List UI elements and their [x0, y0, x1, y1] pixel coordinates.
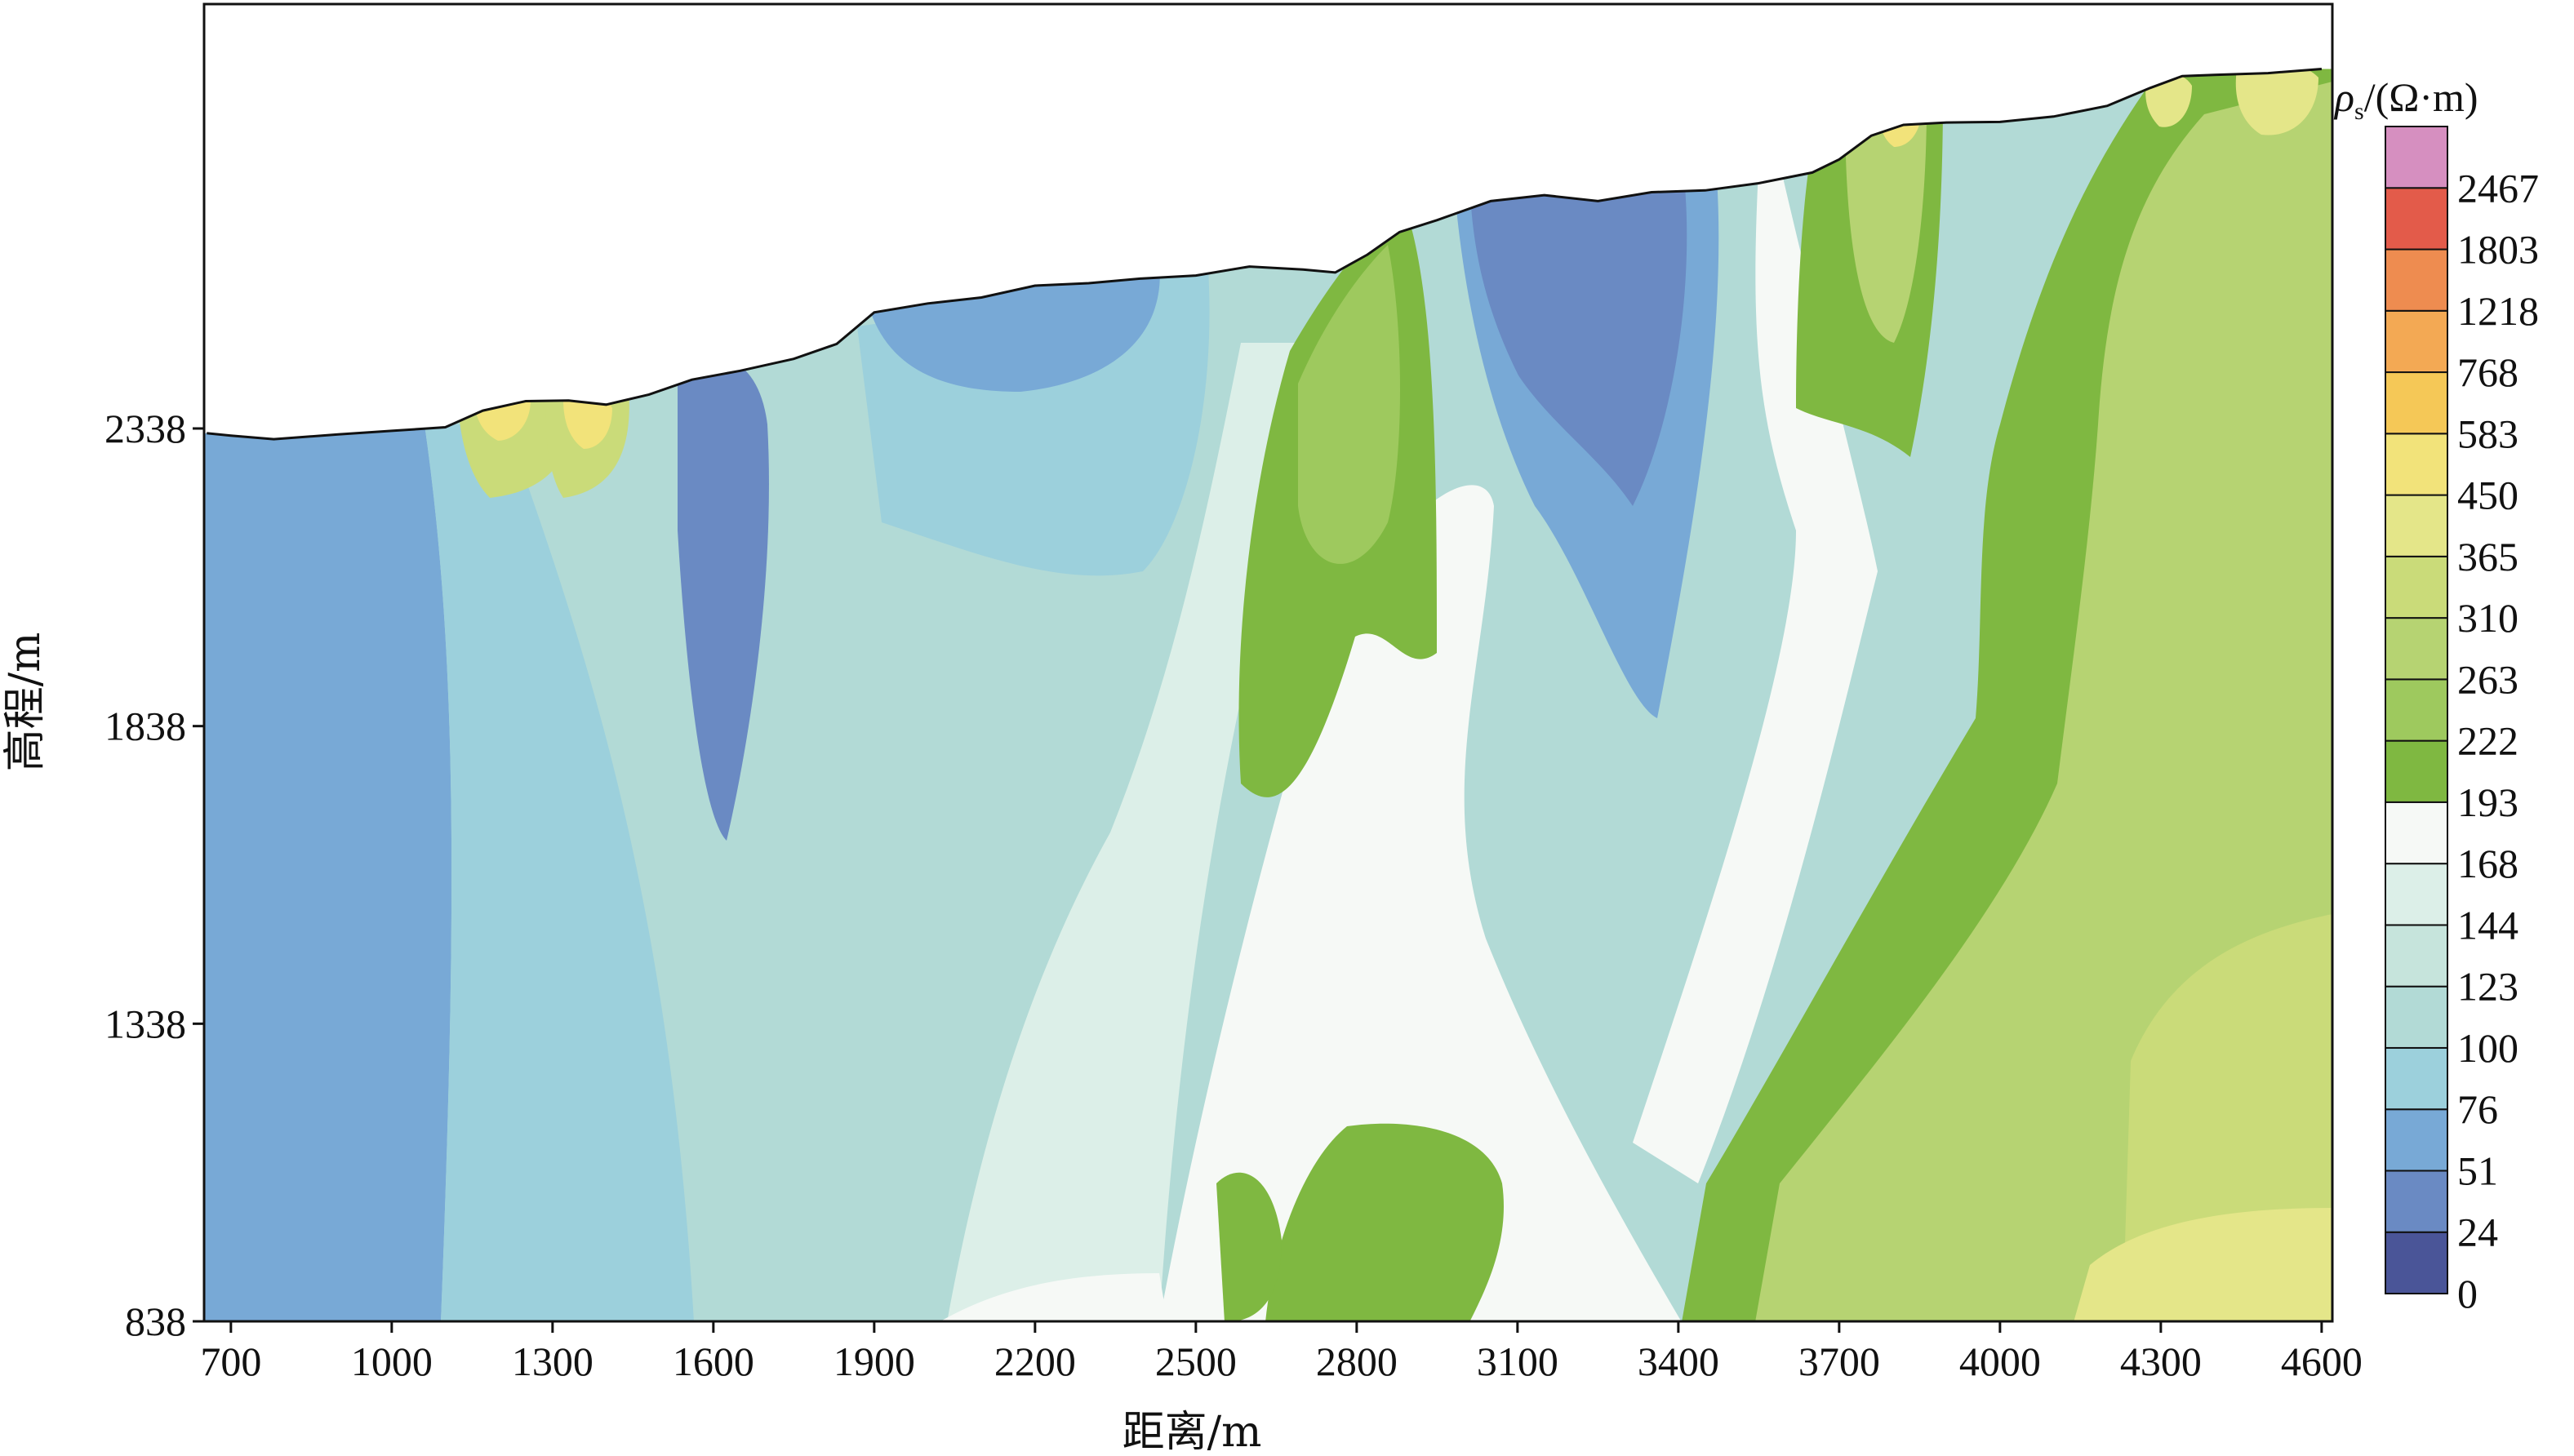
- y-axis: 838 1338 1838 2338: [104, 406, 204, 1344]
- y-axis-title: 高程/m: [1, 633, 50, 772]
- x-tick-label: 4300: [2120, 1338, 2202, 1384]
- x-tick-label: 1300: [512, 1338, 593, 1384]
- x-tick-label: 4600: [2281, 1338, 2363, 1384]
- x-tick-label: 4000: [1959, 1338, 2041, 1384]
- x-tick-label: 2200: [994, 1338, 1076, 1384]
- y-tick-label: 2338: [104, 406, 186, 451]
- field-region-deep-green-body: [1265, 1123, 1504, 1321]
- colorbar-swatch: [2385, 1231, 2448, 1294]
- x-tick-label: 1000: [351, 1338, 433, 1384]
- colorbar-level-label: 310: [2457, 595, 2518, 641]
- colorbar-level-label: 0: [2457, 1271, 2478, 1316]
- colorbar-swatch: [2385, 924, 2448, 988]
- x-tick-label: 700: [200, 1338, 261, 1384]
- colorbar-swatch: [2385, 126, 2448, 189]
- field-region-anomaly-west-blue: [678, 356, 769, 841]
- colorbar-level-label: 76: [2457, 1086, 2498, 1132]
- colorbar-swatch: [2385, 494, 2448, 557]
- colorbar-level-label: 2467: [2457, 165, 2539, 211]
- x-tick-label: 3100: [1477, 1338, 1558, 1384]
- field-region-east-bright-yellow: [2074, 1208, 2332, 1321]
- x-tick-label: 1900: [834, 1338, 915, 1384]
- x-tick-label: 3400: [1638, 1338, 1719, 1384]
- colorbar-swatch: [2385, 1108, 2448, 1172]
- colorbar-level-label: 24: [2457, 1210, 2498, 1255]
- colorbar-level-label: 1218: [2457, 288, 2539, 334]
- colorbar-title-symbol: ρ: [2333, 74, 2354, 120]
- field-region-bottom-white: [940, 1273, 1167, 1321]
- colorbar-level-label: 583: [2457, 411, 2518, 456]
- colorbar-level-label: 168: [2457, 841, 2518, 886]
- y-tick-label: 1338: [104, 1001, 186, 1046]
- field-region-west-cyan: [425, 424, 694, 1321]
- colorbar-title-unit: /(Ω·m): [2364, 74, 2478, 120]
- colorbar-swatch: [2385, 309, 2448, 374]
- colorbar-swatch: [2385, 555, 2448, 619]
- colorbar-level-label: 768: [2457, 349, 2518, 395]
- y-tick-label: 838: [125, 1298, 186, 1344]
- colorbar-swatch: [2385, 739, 2448, 803]
- field-region-central-white: [1159, 485, 1682, 1321]
- colorbar-swatch: [2385, 678, 2448, 742]
- x-tick-label: 2500: [1155, 1338, 1237, 1384]
- colorbar-level-label: 1803: [2457, 227, 2539, 273]
- colorbar-swatch: [2385, 248, 2448, 312]
- colorbar-swatch: [2385, 433, 2448, 496]
- colorbar-swatch: [2385, 1170, 2448, 1233]
- topography-mask: [204, 4, 2332, 440]
- field-region-green-wedge-light: [1298, 245, 1400, 564]
- colorbar-swatch: [2385, 187, 2448, 251]
- field-region-west-blue: [204, 408, 452, 1321]
- colorbar-swatch: [2385, 617, 2448, 681]
- colorbar-swatch: [2385, 1046, 2448, 1111]
- colorbar: 0 24 51 76 100 123 144 168 193 222 263 310 365 450 583…: [2385, 126, 2539, 1316]
- colorbar-title-subscript: s: [2354, 98, 2364, 125]
- colorbar-level-label: 263: [2457, 656, 2518, 702]
- colorbar-swatch: [2385, 863, 2448, 926]
- field-region-east-bulb-light: [1845, 95, 1927, 343]
- x-axis: 700 1000 1300 1600 1900 2200 2500 2800 3100 3400 3…: [200, 1321, 2363, 1384]
- colorbar-level-label: 450: [2457, 473, 2518, 518]
- colorbar-level-label: 365: [2457, 534, 2518, 579]
- colorbar-level-label: 193: [2457, 779, 2518, 825]
- colorbar-level-label: 123: [2457, 964, 2518, 1010]
- x-tick-label: 3700: [1798, 1338, 1880, 1384]
- field-region-central-pale: [947, 343, 1323, 1321]
- field-region-middle-deep-blue: [1469, 153, 1687, 506]
- colorbar-swatch: [2385, 801, 2448, 865]
- x-tick-label: 2800: [1316, 1338, 1398, 1384]
- colorbar-level-label: 100: [2457, 1025, 2518, 1071]
- colorbar-level-label: 51: [2457, 1147, 2498, 1193]
- colorbar-title: ρs/(Ω·m): [2333, 74, 2478, 125]
- colorbar-level-label: 144: [2457, 902, 2518, 948]
- field-region-cap-mid-core: [563, 395, 612, 449]
- plot-frame: [202, 2, 2334, 1323]
- y-tick-label: 1838: [104, 704, 186, 749]
- x-axis-title: 距离/m: [1123, 1408, 1262, 1456]
- topography-line: [207, 68, 2323, 441]
- field-region-cap-far-east: [2235, 62, 2318, 135]
- colorbar-level-label: 222: [2457, 718, 2518, 764]
- colorbar-swatch: [2385, 371, 2448, 435]
- field-region-small-green: [1216, 1172, 1282, 1321]
- colorbar-swatch: [2385, 985, 2448, 1049]
- x-tick-label: 1600: [673, 1338, 754, 1384]
